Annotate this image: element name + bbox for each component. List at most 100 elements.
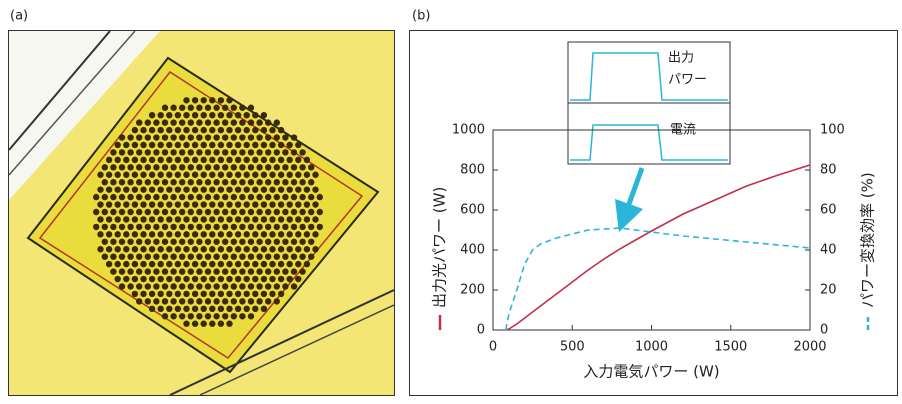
hole <box>209 216 216 223</box>
hole <box>183 290 190 298</box>
hole <box>234 186 242 193</box>
hole <box>303 186 311 193</box>
hole <box>161 253 169 260</box>
hole <box>277 126 285 134</box>
hole <box>295 275 302 283</box>
hole <box>187 208 194 216</box>
hole <box>140 246 147 253</box>
hole <box>308 164 315 171</box>
hole <box>222 283 229 290</box>
hole <box>256 149 263 156</box>
hole <box>243 156 250 164</box>
hole <box>144 164 151 171</box>
hole <box>101 253 109 260</box>
hole <box>131 201 139 208</box>
hole <box>200 320 207 327</box>
hole <box>256 283 263 290</box>
hole <box>140 216 147 223</box>
hole <box>204 223 212 231</box>
hole <box>260 275 268 283</box>
hole <box>170 104 177 111</box>
hole <box>161 119 169 126</box>
hole <box>256 223 263 231</box>
hole <box>153 134 160 141</box>
hole <box>183 141 190 149</box>
hole <box>226 111 233 119</box>
hole <box>153 223 160 231</box>
hole <box>243 231 250 238</box>
hole <box>312 171 319 178</box>
hole <box>140 156 147 164</box>
hole <box>230 253 237 260</box>
hole <box>265 119 272 126</box>
hole <box>196 104 203 111</box>
hole <box>170 134 177 141</box>
hole <box>157 126 164 134</box>
hole <box>252 290 259 298</box>
y2-tick-label: 20 <box>820 283 837 298</box>
hole <box>110 268 117 275</box>
hole <box>144 253 151 260</box>
hole <box>179 208 186 216</box>
hole <box>282 179 289 186</box>
hole <box>187 164 194 171</box>
hole <box>196 179 203 186</box>
hole <box>247 253 255 260</box>
hole <box>148 231 156 238</box>
hole <box>222 179 229 186</box>
hole <box>234 216 242 223</box>
hole <box>170 283 177 290</box>
hole <box>303 216 311 223</box>
hole <box>123 260 130 268</box>
hole <box>140 186 147 193</box>
hole <box>269 126 276 134</box>
hole <box>157 186 164 193</box>
hole <box>234 156 242 164</box>
hole <box>247 238 255 245</box>
hole <box>226 246 233 253</box>
hole <box>174 216 182 223</box>
hole <box>157 246 164 253</box>
hole <box>174 201 182 208</box>
hole <box>174 156 182 164</box>
hole <box>114 246 121 253</box>
hole <box>204 164 212 171</box>
hole <box>269 141 276 149</box>
hole <box>252 126 259 134</box>
hole <box>179 253 186 260</box>
hole <box>183 231 190 238</box>
hole <box>286 156 293 164</box>
hole <box>299 223 306 231</box>
hole <box>277 201 285 208</box>
hole <box>166 231 173 238</box>
hole <box>166 275 173 283</box>
hole <box>226 97 233 104</box>
hole <box>213 134 220 141</box>
hole <box>252 305 259 313</box>
hole <box>290 208 298 216</box>
hole <box>118 208 126 216</box>
x-tick-label: 1000 <box>635 340 668 355</box>
hole <box>200 275 207 283</box>
hole <box>282 238 289 245</box>
hole <box>118 164 126 171</box>
hole <box>114 260 121 268</box>
hole <box>290 134 298 141</box>
hole <box>282 193 289 201</box>
x-tick-label: 2000 <box>793 340 826 355</box>
hole <box>166 246 173 253</box>
hole <box>273 238 280 245</box>
hole <box>222 149 229 156</box>
hole <box>234 305 242 313</box>
hole <box>247 149 255 156</box>
hole <box>230 193 237 201</box>
hole <box>140 141 147 149</box>
hole <box>265 238 272 245</box>
hole <box>243 216 250 223</box>
hole <box>217 171 225 178</box>
hole <box>222 253 229 260</box>
hole <box>153 238 160 245</box>
hole <box>209 275 216 283</box>
hole <box>312 246 319 253</box>
hole <box>136 119 143 126</box>
